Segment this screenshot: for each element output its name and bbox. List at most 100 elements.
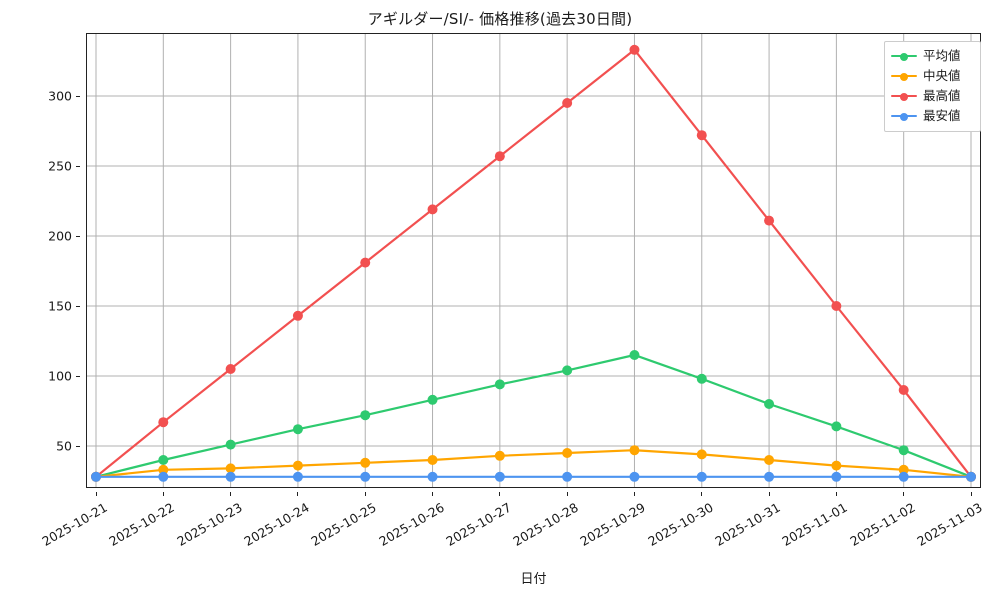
data-point — [360, 457, 371, 468]
y-tick-label: 100 — [48, 368, 72, 384]
data-point — [158, 464, 169, 475]
data-point — [427, 455, 438, 465]
x-tick-label: 2025-11-03 — [914, 499, 985, 549]
legend-swatch-icon — [891, 89, 917, 103]
data-point — [292, 471, 303, 482]
data-point — [831, 460, 842, 471]
data-point — [494, 151, 505, 162]
series-line — [94, 48, 973, 478]
legend-label: 最高値 — [923, 88, 961, 103]
data-point — [764, 399, 775, 409]
y-tick-mark — [76, 375, 80, 377]
data-point — [966, 471, 976, 482]
y-tick-mark — [76, 445, 80, 447]
y-tick-mark — [76, 165, 80, 167]
series-line — [94, 353, 973, 478]
data-point — [158, 471, 169, 482]
x-axis-ticks: 2025-10-21 2025-10-22 2025-10-23 2025-10-24… — [0, 492, 1000, 568]
x-tick-mark — [230, 492, 232, 496]
data-point — [562, 471, 573, 482]
x-tick-label: 2025-10-23 — [173, 499, 245, 549]
data-point — [562, 365, 573, 376]
x-tick-label: 2025-10-30 — [645, 499, 716, 549]
data-point — [696, 130, 707, 141]
legend-item-平均値[interactable]: 平均値 — [891, 46, 974, 66]
data-point — [831, 301, 842, 311]
data-point — [764, 455, 775, 465]
data-point — [562, 98, 573, 108]
plot-svg — [86, 33, 981, 488]
x-tick-mark — [701, 492, 703, 496]
x-tick-mark — [499, 492, 501, 496]
y-tick-label: 150 — [48, 298, 72, 314]
y-tick-mark — [76, 305, 80, 307]
data-point — [898, 385, 909, 395]
data-point — [696, 471, 707, 482]
data-point — [360, 471, 371, 482]
x-axis-label: 日付 — [520, 572, 547, 587]
y-tick-label: 50 — [56, 438, 72, 454]
data-point — [764, 471, 775, 482]
data-point — [898, 464, 909, 475]
legend-label: 中央値 — [923, 68, 961, 83]
series-最高値 — [91, 44, 976, 482]
series-line — [94, 449, 973, 478]
data-point — [427, 204, 438, 215]
data-point — [158, 455, 169, 465]
data-point — [696, 373, 707, 384]
y-tick-label: 300 — [48, 88, 72, 104]
x-tick-label: 2025-11-01 — [779, 499, 851, 549]
legend-item-最高値[interactable]: 最高値 — [891, 86, 974, 106]
plot-area — [86, 33, 981, 488]
x-tick-label: 2025-10-25 — [308, 499, 380, 549]
data-point — [91, 471, 101, 482]
series-layer — [91, 44, 976, 482]
data-point — [360, 410, 371, 421]
legend-swatch-icon — [891, 49, 917, 63]
plot-border — [86, 33, 981, 488]
x-tick-label: 2025-10-27 — [443, 499, 514, 549]
data-point — [494, 379, 505, 390]
gridlines — [86, 33, 981, 488]
x-tick-label: 2025-10-22 — [106, 499, 178, 549]
x-tick-label: 2025-10-31 — [712, 499, 783, 549]
x-tick-mark — [768, 492, 770, 496]
x-tick-label: 2025-11-02 — [847, 499, 918, 549]
x-tick-label: 2025-10-28 — [510, 499, 581, 549]
legend-label: 最安値 — [923, 108, 961, 123]
data-point — [292, 424, 303, 435]
legend-item-中央値[interactable]: 中央値 — [891, 66, 974, 86]
x-tick-mark — [162, 492, 164, 496]
data-point — [629, 471, 640, 482]
x-tick-mark — [95, 492, 97, 496]
data-point — [898, 471, 909, 482]
data-point — [764, 215, 775, 226]
x-tick-mark — [432, 492, 434, 496]
data-point — [292, 310, 303, 321]
data-point — [225, 439, 236, 450]
chart-legend[interactable]: 平均値中央値最高値最安値 — [884, 41, 981, 132]
x-tick-label: 2025-10-29 — [577, 499, 649, 549]
data-point — [494, 471, 505, 482]
legend-swatch-icon — [891, 69, 917, 83]
data-point — [360, 257, 371, 268]
data-point — [292, 460, 303, 471]
data-point — [225, 463, 236, 474]
x-tick-label: 2025-10-24 — [241, 499, 312, 549]
legend-item-最安値[interactable]: 最安値 — [891, 106, 974, 126]
series-平均値 — [91, 350, 976, 482]
data-point — [427, 471, 438, 482]
series-最安値 — [91, 471, 976, 482]
x-tick-mark — [364, 492, 366, 496]
data-point — [831, 421, 842, 432]
y-tick-mark — [76, 235, 80, 237]
chart-title: アギルダー/SI/- 価格推移(過去30日間) — [367, 10, 633, 28]
x-tick-mark — [633, 492, 635, 496]
x-tick-mark — [903, 492, 905, 496]
data-point — [696, 449, 707, 460]
data-point — [629, 445, 640, 456]
data-point — [898, 445, 909, 456]
y-tick-mark — [76, 95, 80, 97]
data-point — [494, 450, 505, 461]
